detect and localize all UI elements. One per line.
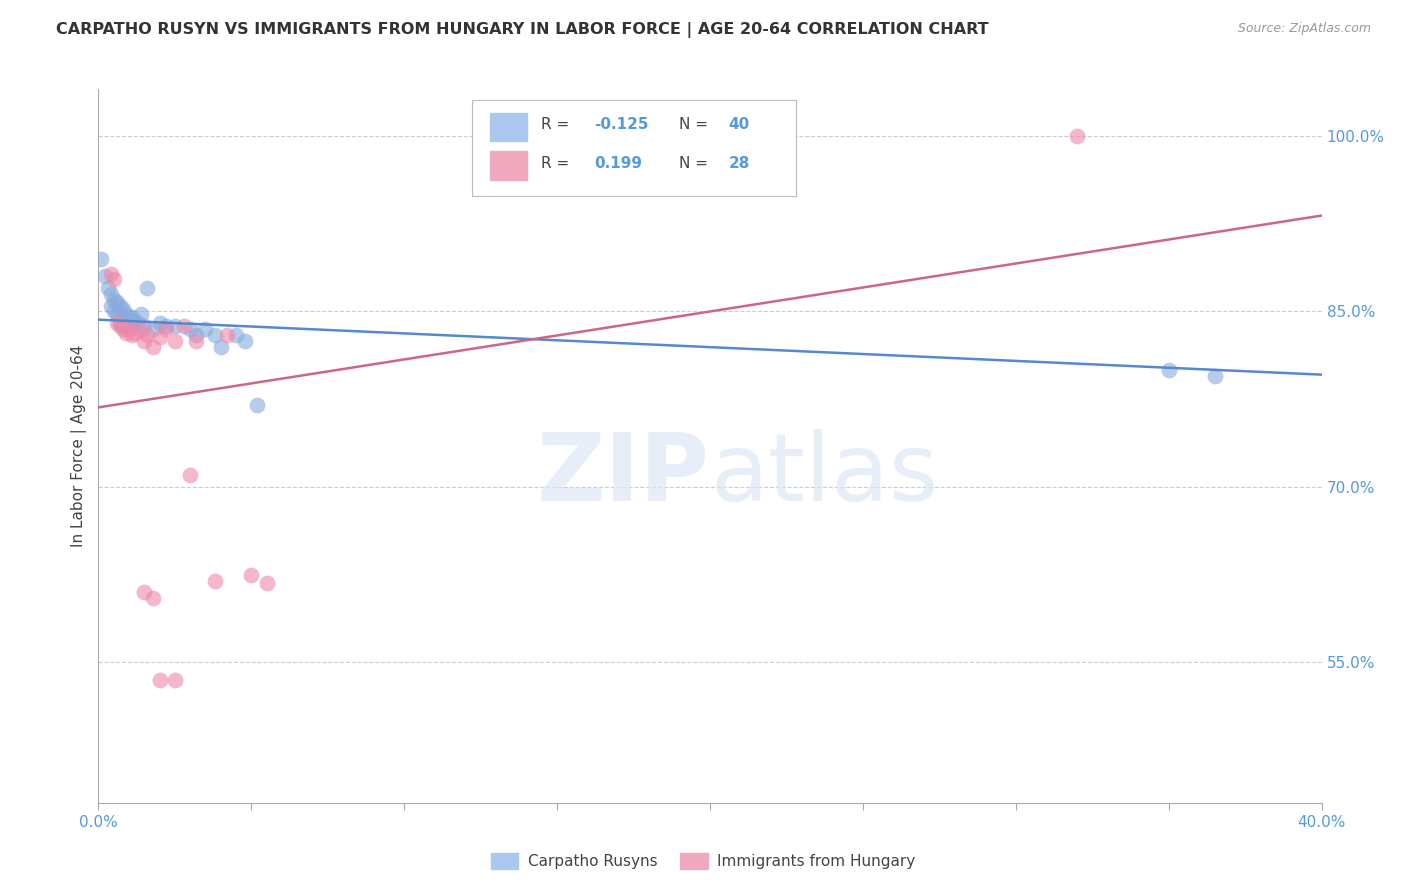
Text: 0.199: 0.199 <box>593 156 641 170</box>
Point <box>163 334 186 348</box>
Point <box>155 322 177 336</box>
Point <box>136 281 159 295</box>
Text: CARPATHO RUSYN VS IMMIGRANTS FROM HUNGARY IN LABOR FORCE | AGE 20-64 CORRELATION: CARPATHO RUSYN VS IMMIGRANTS FROM HUNGAR… <box>56 22 988 38</box>
Bar <box>471 100 796 196</box>
Point <box>186 327 208 342</box>
Point <box>111 310 134 325</box>
Point <box>149 330 172 344</box>
Point <box>233 334 256 348</box>
Point <box>136 327 159 342</box>
Point <box>240 567 263 582</box>
Text: R =: R = <box>541 117 574 132</box>
Point <box>100 267 122 281</box>
Text: N =: N = <box>679 117 713 132</box>
Point <box>124 326 146 340</box>
Point <box>142 340 165 354</box>
Text: 28: 28 <box>728 156 749 170</box>
Point <box>256 575 278 590</box>
Point <box>115 307 138 321</box>
Point <box>121 310 143 325</box>
Y-axis label: In Labor Force | Age 20-64: In Labor Force | Age 20-64 <box>72 345 87 547</box>
Text: N =: N = <box>679 156 713 170</box>
Point <box>108 307 131 321</box>
Text: atlas: atlas <box>710 428 938 521</box>
Bar <box>489 112 526 141</box>
Point <box>115 316 138 330</box>
Text: -0.125: -0.125 <box>593 117 648 132</box>
Point <box>108 316 131 330</box>
Point <box>129 307 152 321</box>
Text: 40: 40 <box>728 117 749 132</box>
Point <box>194 322 217 336</box>
Text: ZIP: ZIP <box>537 428 710 521</box>
Point <box>108 318 131 333</box>
Point <box>105 307 128 321</box>
Point <box>93 269 115 284</box>
Point <box>115 326 138 340</box>
Point <box>111 322 134 336</box>
Point <box>118 310 141 325</box>
Point <box>103 293 125 307</box>
Point <box>204 574 226 588</box>
Point <box>124 314 146 328</box>
Point <box>111 302 134 317</box>
Point <box>155 318 177 333</box>
Point <box>179 468 201 483</box>
Point <box>121 327 143 342</box>
Bar <box>489 152 526 180</box>
Point <box>111 318 134 333</box>
Point <box>118 318 141 333</box>
Point <box>204 327 226 342</box>
Text: Source: ZipAtlas.com: Source: ZipAtlas.com <box>1237 22 1371 36</box>
Point <box>108 299 131 313</box>
Point <box>173 318 195 333</box>
Point <box>1066 128 1088 143</box>
Point <box>1157 363 1180 377</box>
Point <box>97 281 120 295</box>
Point <box>215 327 238 342</box>
Point <box>142 322 165 336</box>
Point <box>149 673 172 687</box>
Point <box>127 316 149 330</box>
Point <box>129 322 152 336</box>
Point <box>163 673 186 687</box>
Point <box>246 398 269 412</box>
Point <box>103 304 125 318</box>
Point <box>134 334 156 348</box>
Point <box>121 318 143 333</box>
Point <box>118 322 141 336</box>
Point <box>90 252 112 266</box>
Point <box>209 340 232 354</box>
Point <box>134 585 156 599</box>
Point <box>163 318 186 333</box>
Text: R =: R = <box>541 156 574 170</box>
Point <box>105 295 128 310</box>
Point <box>100 287 122 301</box>
Point <box>225 327 247 342</box>
Point <box>149 316 172 330</box>
Point <box>100 299 122 313</box>
Point <box>186 334 208 348</box>
Point <box>105 316 128 330</box>
Point <box>142 591 165 605</box>
Point <box>179 322 201 336</box>
Legend: Carpatho Rusyns, Immigrants from Hungary: Carpatho Rusyns, Immigrants from Hungary <box>485 847 921 875</box>
Point <box>103 271 125 285</box>
Point <box>134 318 156 333</box>
Point <box>1204 368 1226 383</box>
